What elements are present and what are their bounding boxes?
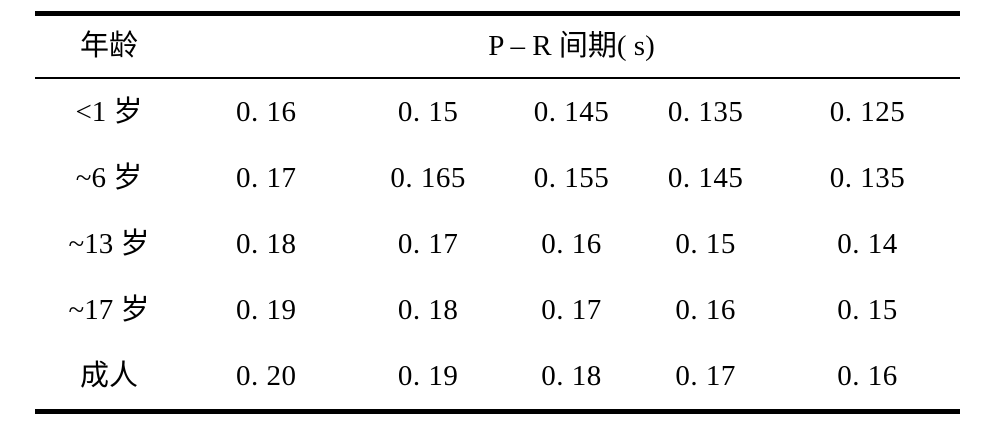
value-cell: 0. 165	[390, 161, 466, 194]
value-cell: 0. 17	[675, 359, 736, 392]
value-cell: 0. 18	[541, 359, 602, 392]
age-column-header: 年龄	[35, 13, 183, 79]
age-cell: <1 岁	[75, 95, 143, 128]
value-cell: 0. 16	[236, 95, 297, 128]
table-row: ~13 岁 0. 18 0. 17 0. 16 0. 15 0. 14	[35, 211, 960, 277]
value-cell: 0. 145	[667, 161, 744, 194]
table-header-row: 年龄 P – R 间期( s)	[35, 13, 960, 79]
value-cell: 0. 135	[829, 161, 906, 194]
age-cell: ~17 岁	[68, 293, 150, 326]
table-row: ~17 岁 0. 19 0. 18 0. 17 0. 16 0. 15	[35, 277, 960, 343]
value-cell: 0. 19	[397, 359, 459, 392]
value-cell: 0. 16	[541, 227, 602, 260]
value-cell: 0. 15	[397, 95, 459, 128]
value-cell: 0. 17	[541, 293, 602, 326]
value-cell: 0. 135	[667, 95, 744, 128]
age-cell: ~13 岁	[68, 227, 150, 260]
table-row: ~6 岁 0. 17 0. 165 0. 155 0. 145 0. 135	[35, 145, 960, 211]
pr-interval-header: P – R 间期( s)	[183, 13, 960, 79]
value-cell: 0. 18	[236, 227, 297, 260]
value-cell: 0. 145	[533, 95, 610, 128]
value-cell: 0. 15	[837, 293, 898, 326]
value-cell: 0. 155	[533, 161, 610, 194]
value-cell: 0. 14	[837, 227, 898, 260]
value-cell: 0. 125	[829, 95, 906, 128]
age-cell: 成人	[79, 359, 138, 392]
value-cell: 0. 16	[837, 359, 898, 392]
value-cell: 0. 20	[236, 359, 297, 392]
table-row: <1 岁 0. 16 0. 15 0. 145 0. 135 0. 125	[35, 78, 960, 145]
value-cell: 0. 17	[236, 161, 297, 194]
value-cell: 0. 15	[675, 227, 736, 260]
value-cell: 0. 18	[397, 293, 459, 326]
age-cell: ~6 岁	[75, 161, 143, 194]
value-cell: 0. 19	[236, 293, 297, 326]
table-row: 成人 0. 20 0. 19 0. 18 0. 17 0. 16	[35, 343, 960, 412]
value-cell: 0. 17	[397, 227, 459, 260]
value-cell: 0. 16	[675, 293, 736, 326]
pr-interval-table: 年龄 P – R 间期( s) <1 岁 0. 16 0. 15 0. 145 …	[35, 11, 960, 414]
